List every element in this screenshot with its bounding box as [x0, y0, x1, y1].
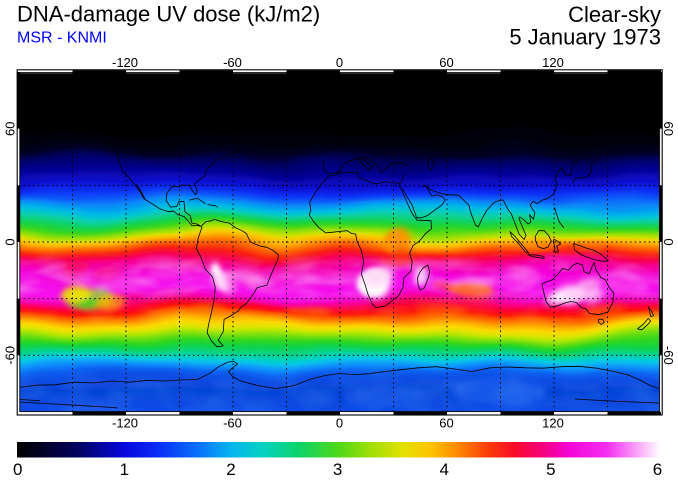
svg-text:2: 2 [226, 460, 235, 479]
svg-text:0: 0 [13, 460, 22, 479]
svg-text:Clear-sky: Clear-sky [568, 2, 661, 27]
svg-text:60: 60 [3, 121, 18, 135]
svg-text:-60: -60 [661, 346, 676, 365]
svg-text:60: 60 [661, 121, 676, 135]
svg-text:5 January 1973: 5 January 1973 [509, 25, 661, 50]
svg-text:60: 60 [439, 55, 453, 70]
svg-text:120: 120 [542, 55, 564, 70]
svg-text:5: 5 [546, 460, 555, 479]
svg-text:60: 60 [439, 416, 453, 431]
svg-text:0: 0 [336, 416, 343, 431]
svg-text:0: 0 [336, 55, 343, 70]
svg-text:DNA-damage UV dose (kJ/m2): DNA-damage UV dose (kJ/m2) [17, 2, 320, 27]
svg-text:0: 0 [3, 238, 18, 245]
svg-text:120: 120 [542, 416, 564, 431]
svg-text:MSR - KNMI: MSR - KNMI [17, 30, 107, 47]
svg-text:6: 6 [653, 460, 662, 479]
svg-text:-60: -60 [223, 416, 242, 431]
svg-text:-120: -120 [112, 416, 138, 431]
svg-text:4: 4 [439, 460, 448, 479]
svg-text:0: 0 [661, 238, 676, 245]
svg-text:1: 1 [120, 460, 129, 479]
svg-text:-60: -60 [3, 346, 18, 365]
svg-text:3: 3 [333, 460, 342, 479]
svg-text:-120: -120 [112, 55, 138, 70]
svg-text:-60: -60 [223, 55, 242, 70]
